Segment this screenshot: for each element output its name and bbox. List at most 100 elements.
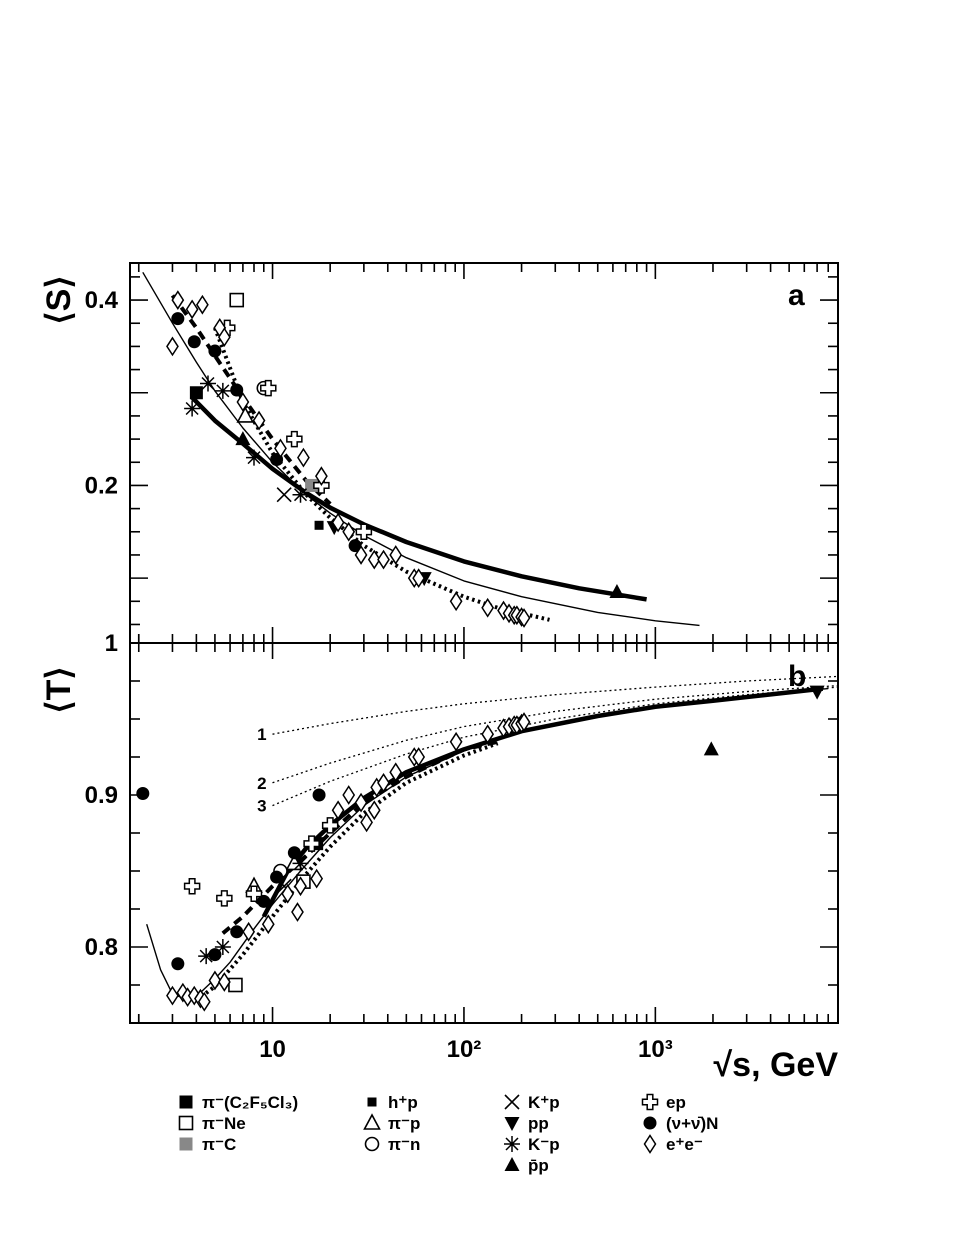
point-e-e bbox=[412, 747, 426, 767]
x-tick-label: 10 bbox=[259, 1036, 286, 1063]
point-ep bbox=[216, 890, 233, 907]
legend-item-p-p: p̄p bbox=[504, 1156, 549, 1175]
point-e-e bbox=[261, 914, 275, 935]
legend-item-k-p: K⁺p bbox=[504, 1093, 560, 1112]
point-e-e bbox=[274, 438, 287, 459]
legend-marker-c bbox=[179, 1137, 193, 1151]
legend-marker-k-p bbox=[504, 1094, 520, 1110]
point-n bbox=[171, 312, 185, 326]
point-e-e bbox=[517, 608, 531, 628]
panel-a-points bbox=[166, 290, 625, 628]
panel-b-points bbox=[136, 685, 825, 1012]
point-e-e bbox=[236, 392, 250, 412]
curve-label-3: 3 bbox=[257, 797, 266, 816]
point-e-e bbox=[331, 800, 345, 821]
point-k-p bbox=[245, 449, 262, 466]
point-e-e bbox=[297, 447, 310, 468]
point-k-p bbox=[184, 400, 201, 417]
x-tick-label: 10² bbox=[447, 1036, 482, 1063]
panel-b-x-tick-labels: 10 10² 10³ bbox=[259, 1036, 673, 1063]
legend-label: K⁺p bbox=[528, 1093, 560, 1112]
panel-b: 1 2 3 0.8 0.9 1 10 10² 10³ b ⟨T⟩ √s, GeV bbox=[40, 630, 839, 1084]
point-e-e bbox=[331, 512, 345, 533]
point-ep bbox=[245, 885, 263, 903]
legend-marker-p bbox=[363, 1113, 381, 1130]
legend-label: p̄p bbox=[528, 1156, 549, 1175]
point-ne bbox=[228, 977, 243, 993]
point-e-e bbox=[195, 294, 209, 315]
panel-b-y-tick-labels: 0.8 0.9 1 bbox=[85, 630, 118, 961]
point-p-p bbox=[703, 741, 719, 756]
point-e-e bbox=[360, 812, 373, 833]
point-e-e bbox=[517, 712, 531, 732]
point-ep bbox=[260, 379, 277, 397]
point-e-e bbox=[291, 902, 304, 922]
point-ep bbox=[303, 835, 320, 852]
legend-marker-ep bbox=[641, 1093, 659, 1111]
point-e-e bbox=[412, 568, 426, 589]
panel-b-y-axis-title: ⟨T⟩ bbox=[40, 666, 78, 713]
panel-a-y-tick-labels: 0.2 0.4 bbox=[85, 287, 119, 499]
legend-label: pp bbox=[528, 1114, 549, 1133]
legend-item-n: (ν+ν̄)N bbox=[643, 1114, 718, 1133]
point-n bbox=[208, 948, 222, 962]
legend-label: e⁺e⁻ bbox=[666, 1135, 703, 1154]
legend-item-ep: ep bbox=[641, 1093, 686, 1112]
point-e-e bbox=[481, 597, 495, 618]
legend-label: π⁻n bbox=[388, 1135, 420, 1154]
x-axis-title: √s, GeV bbox=[714, 1046, 839, 1084]
legend-marker-n bbox=[643, 1116, 657, 1130]
point-e-e bbox=[354, 545, 368, 565]
point-e-e bbox=[377, 549, 390, 570]
legend-label: π⁻Ne bbox=[202, 1114, 246, 1133]
point-e-e bbox=[166, 985, 179, 1006]
point-k-p bbox=[276, 487, 292, 503]
y-tick-label: 0.4 bbox=[85, 287, 119, 314]
legend-label: (ν+ν̄)N bbox=[666, 1114, 718, 1133]
point-e-e bbox=[281, 883, 295, 904]
point-e-e bbox=[342, 785, 356, 805]
curve-thin-solid bbox=[142, 271, 700, 627]
point-n bbox=[187, 335, 201, 349]
curve-thick-dotted bbox=[195, 741, 499, 1002]
point-n bbox=[312, 788, 326, 802]
point-e-e bbox=[197, 991, 211, 1012]
point-n bbox=[230, 383, 244, 397]
point-k-p bbox=[198, 948, 215, 965]
legend-label: π⁻(C₂F₅Cl₃) bbox=[202, 1093, 298, 1112]
point-e-e bbox=[342, 521, 356, 542]
y-tick-label: 0.8 bbox=[85, 934, 118, 961]
point-e-e bbox=[389, 762, 403, 783]
legend-item-c: π⁻C bbox=[179, 1135, 236, 1154]
point-n bbox=[270, 870, 284, 884]
point-e-e bbox=[449, 731, 463, 752]
legend-marker-ne bbox=[178, 1115, 194, 1131]
point-e-e bbox=[389, 545, 403, 565]
point-e-e bbox=[367, 800, 381, 821]
legend: π⁻(C₂F₅Cl₃) π⁻Ne π⁻C h⁺p π⁻p π⁻n K⁺p pp K⁻p p̄p ep… bbox=[178, 1093, 718, 1175]
point-e-e bbox=[252, 410, 266, 431]
point-n bbox=[348, 539, 362, 553]
legend-label: h⁺p bbox=[388, 1093, 418, 1112]
point-e-e bbox=[310, 868, 324, 889]
point-n bbox=[230, 925, 244, 939]
point-p-p bbox=[609, 584, 625, 599]
curve-label-1: 1 bbox=[257, 725, 266, 744]
x-tick-label: 10³ bbox=[638, 1036, 673, 1063]
legend-marker-p-p bbox=[504, 1157, 520, 1171]
legend-marker-c2f5cl3 bbox=[179, 1095, 193, 1109]
point-e-e bbox=[367, 549, 381, 570]
point-k-p bbox=[214, 382, 231, 399]
point-ep bbox=[286, 430, 303, 448]
curve-thin-dotted-1 bbox=[272, 675, 839, 735]
legend-marker-pp bbox=[504, 1117, 520, 1131]
point-e-e bbox=[185, 299, 199, 320]
panel-a-letter: a bbox=[788, 279, 805, 312]
point-e-e bbox=[294, 876, 307, 897]
legend-item-k-p: K⁻p bbox=[504, 1135, 560, 1154]
legend-marker-n bbox=[364, 1136, 380, 1152]
point-n bbox=[171, 957, 185, 971]
point-ne bbox=[229, 292, 245, 308]
curve-label-2: 2 bbox=[257, 774, 266, 793]
